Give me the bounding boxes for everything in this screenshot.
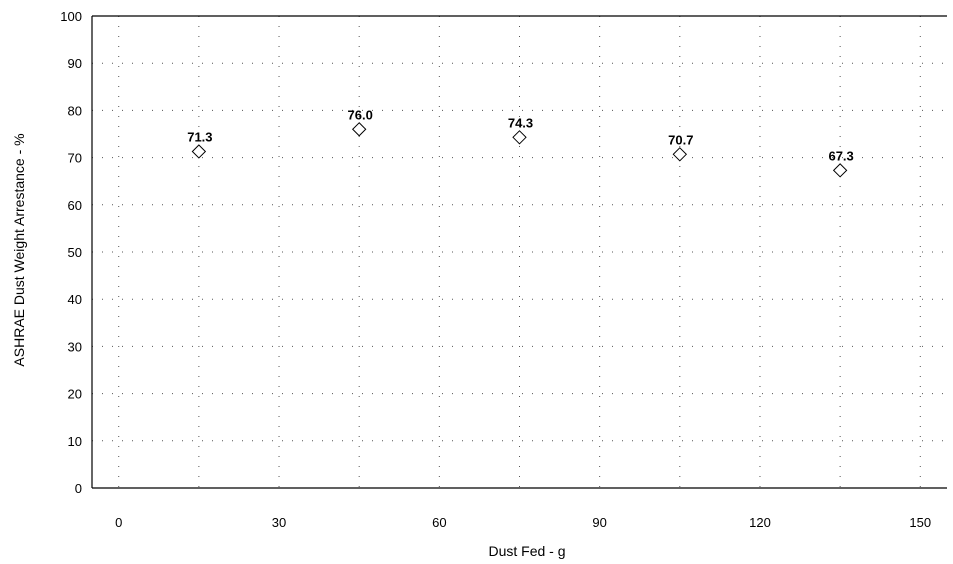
y-tick-label: 100 — [60, 9, 82, 24]
data-point-diamond — [832, 163, 848, 178]
data-labels: 71.3 76.0 74.3 70.7 67.3 — [187, 107, 854, 163]
x-axis-title: Dust Fed - g — [488, 543, 565, 559]
y-tick-label: 0 — [75, 481, 82, 496]
data-label: 76.0 — [348, 107, 373, 122]
y-tick-label: 80 — [68, 103, 82, 118]
y-tick-label: 30 — [68, 339, 82, 354]
x-tick-label: 30 — [272, 515, 286, 530]
x-tick-label: 0 — [115, 515, 122, 530]
axes — [91, 15, 947, 489]
data-label: 70.7 — [668, 132, 693, 147]
y-tick-label: 90 — [68, 56, 82, 71]
y-tick-label: 20 — [68, 387, 82, 402]
data-label: 74.3 — [508, 115, 533, 130]
x-tick-label: 120 — [749, 515, 771, 530]
tick-labels: 0 10 20 30 40 50 60 70 80 90 100 0 30 60 90 120 150 — [60, 9, 931, 530]
x-tick-label: 90 — [592, 515, 606, 530]
y-tick-label: 10 — [68, 434, 82, 449]
y-tick-label: 50 — [68, 245, 82, 260]
y-tick-label: 40 — [68, 292, 82, 307]
y-tick-label: 70 — [68, 151, 82, 166]
x-tick-label: 150 — [909, 515, 931, 530]
y-axis-title: ASHRAE Dust Weight Arrestance - % — [11, 133, 27, 366]
data-point-diamond — [351, 122, 367, 137]
data-point-diamond — [191, 144, 207, 159]
data-label: 71.3 — [187, 129, 212, 144]
x-tick-label: 60 — [432, 515, 446, 530]
grid — [92, 16, 947, 488]
data-point-diamond — [672, 147, 688, 162]
y-tick-label: 60 — [68, 198, 82, 213]
data-point-diamond — [512, 130, 527, 145]
data-label: 67.3 — [828, 148, 853, 163]
data-points — [191, 122, 848, 178]
